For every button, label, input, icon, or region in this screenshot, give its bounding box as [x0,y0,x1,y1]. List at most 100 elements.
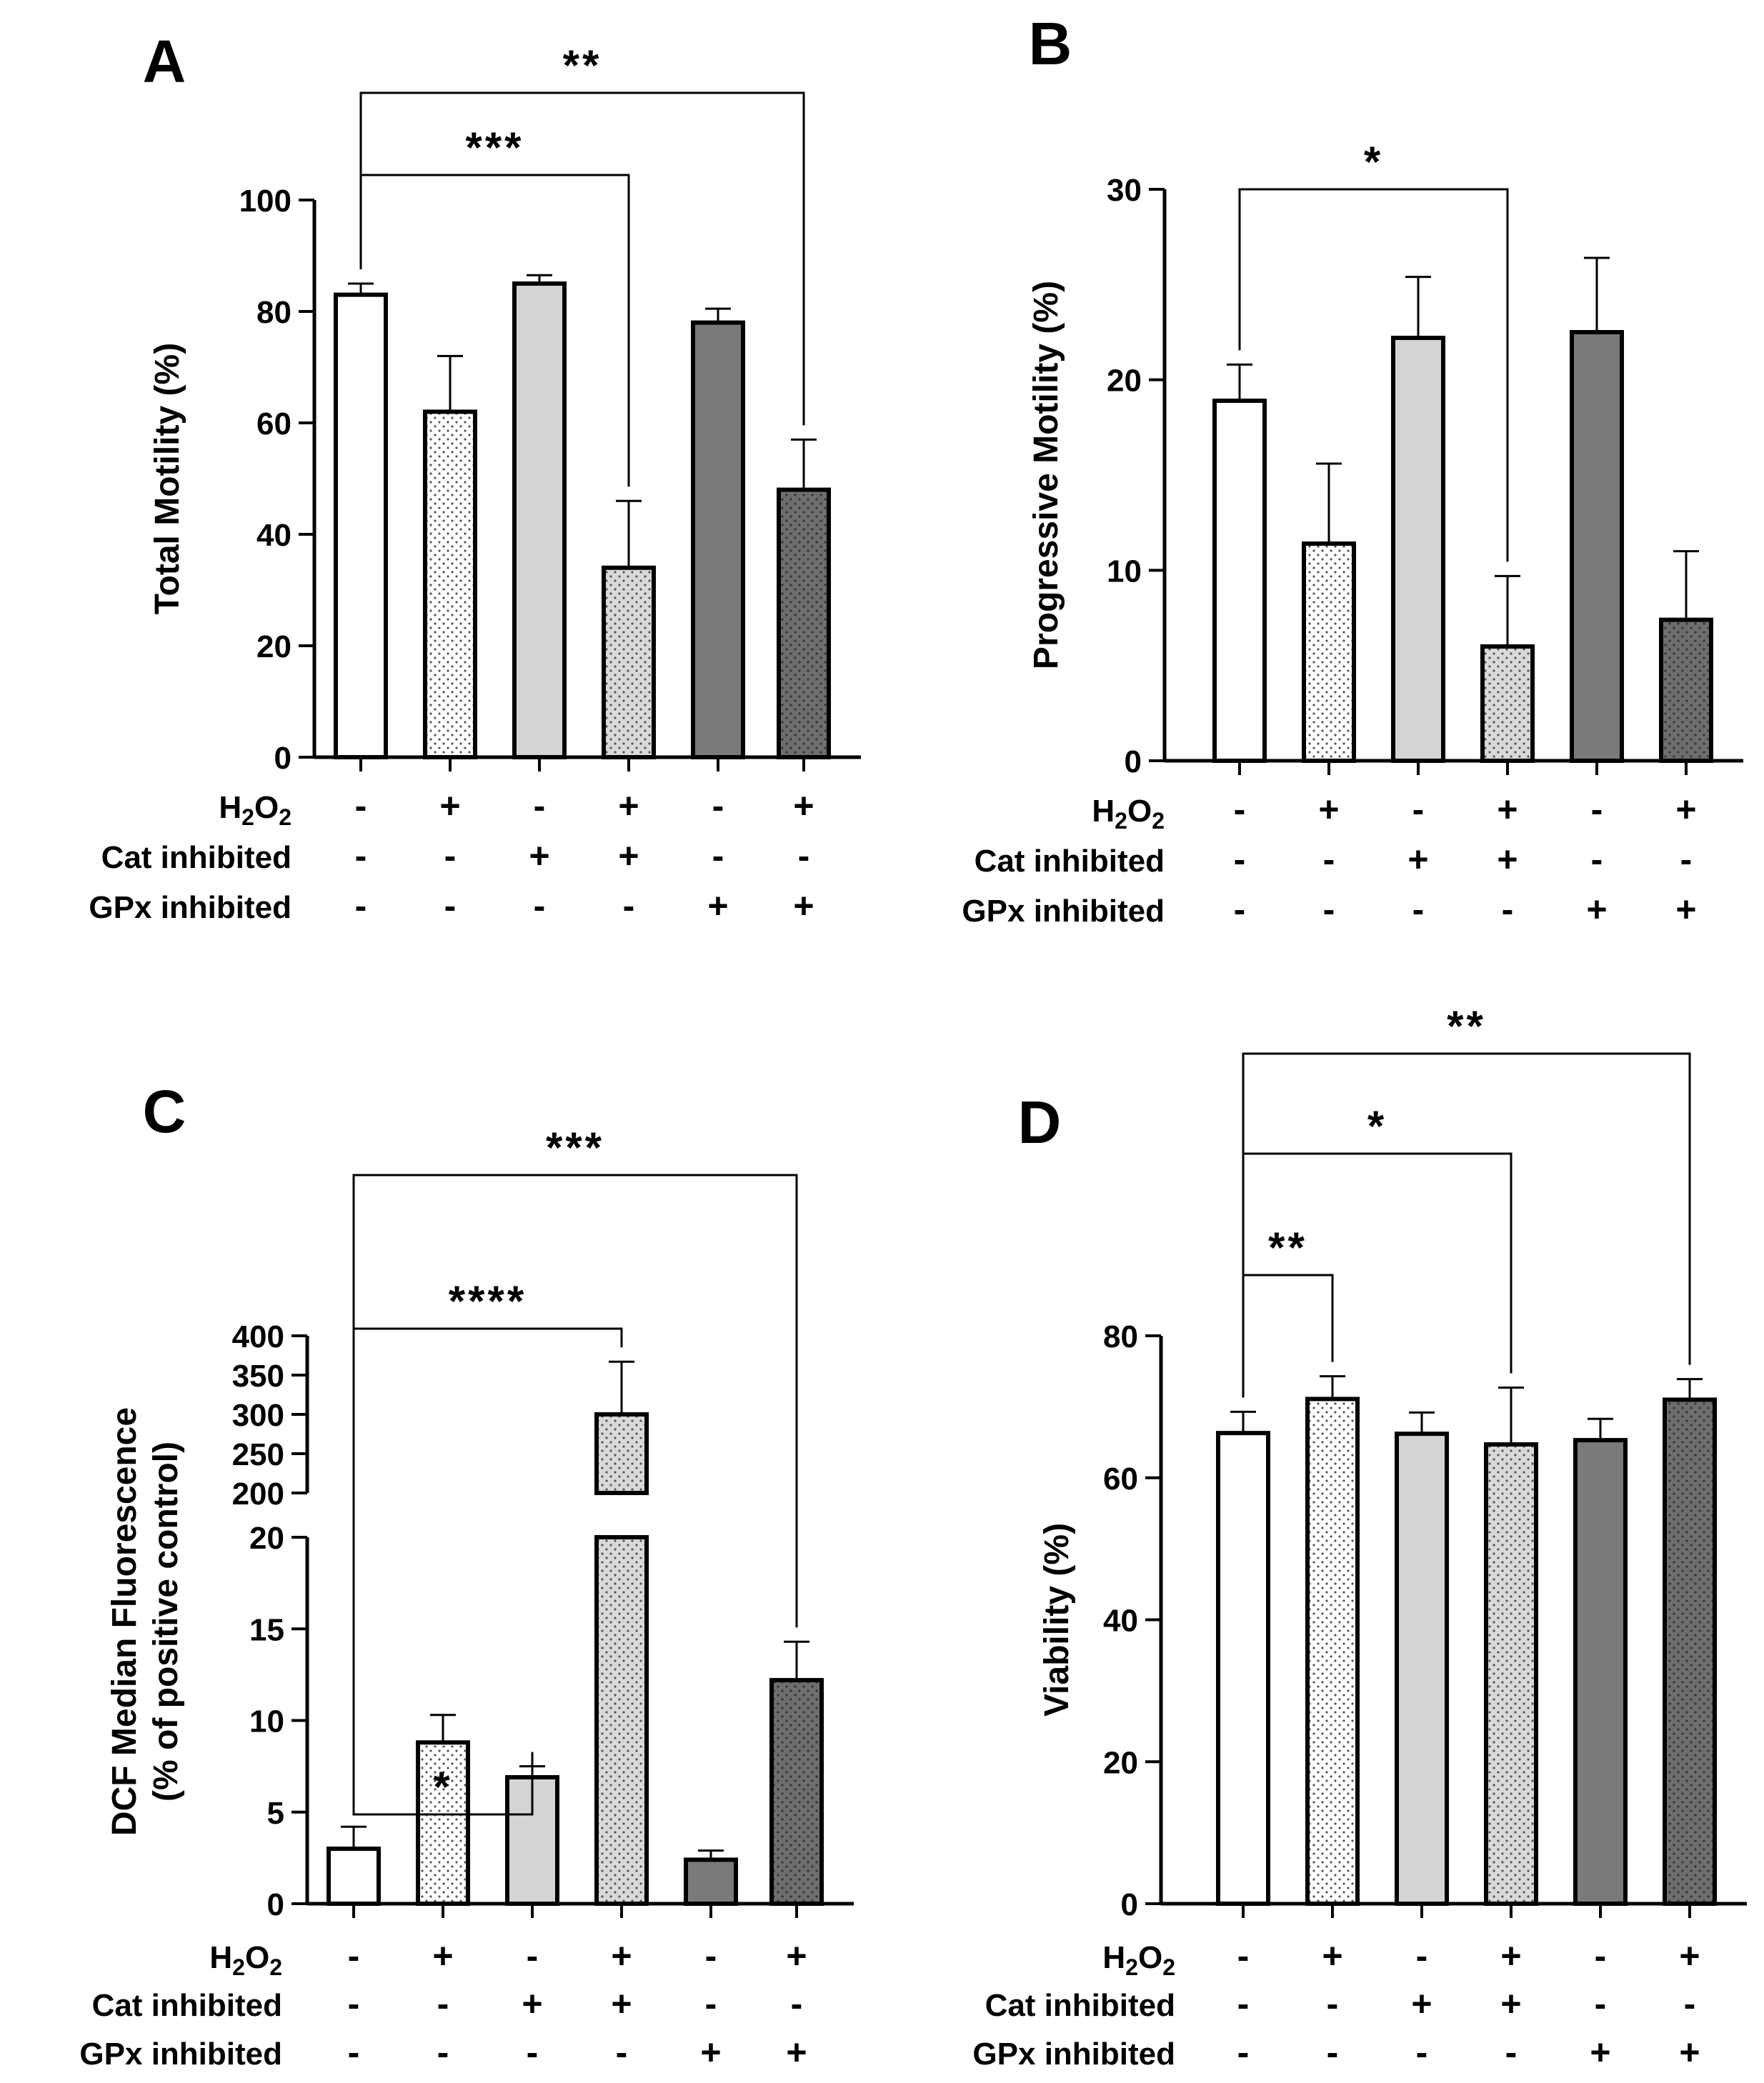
condition-sign: - [1237,1984,1250,2024]
condition-sign: - [348,2032,360,2072]
y-tick-label: 5 [267,1796,284,1831]
condition-sign: + [700,2032,721,2072]
panel-label: C [143,1078,186,1145]
condition-sign: + [611,1984,632,2024]
condition-sign: + [522,1984,542,2024]
y-tick-label: 20 [256,629,291,664]
condition-sign: + [439,786,460,826]
significance-bracket [359,91,805,426]
condition-sign: + [786,2032,807,2072]
condition-sign: - [444,886,457,926]
bar [1480,644,1535,763]
condition-sign: + [529,836,549,876]
bar [777,487,831,759]
row-label-cat: Cat inhibited [985,1988,1175,2023]
bar [769,1678,824,1907]
bar [602,565,656,759]
bar-lower [594,1535,649,1906]
condition-sign: - [712,836,724,876]
condition-sign: - [1595,1936,1607,1976]
y-tick-label: 80 [1103,1319,1138,1354]
condition-sign: + [1497,789,1518,829]
y-axis-label: DCF Median Fluorescence [106,1407,144,1836]
condition-sign: - [1234,889,1246,929]
condition-sign: + [1590,2032,1610,2072]
bar [1395,1432,1449,1906]
y-tick-label: 40 [1103,1604,1138,1639]
y-tick-label: 100 [239,184,291,219]
condition-sign: + [1500,1984,1521,2024]
significance-label: **** [449,1277,527,1325]
bar-upper [594,1412,649,1495]
condition-sign: + [1497,839,1518,879]
row-label-cat: Cat inhibited [975,844,1165,879]
significance-bracket [352,1752,534,1816]
condition-sign: - [355,786,367,826]
condition-sign: - [1323,839,1335,879]
condition-sign: - [534,886,546,926]
row-label-h2o2: H2O2 [209,1940,282,1980]
condition-sign: - [534,786,546,826]
bar [327,1847,381,1907]
bar [416,1740,470,1907]
significance-label: * [1364,138,1383,186]
significance-bracket [359,174,630,487]
y-tick-label: 20 [1103,1745,1138,1780]
condition-sign: + [1679,1936,1700,1976]
bar [1212,399,1267,763]
y-axis-label: Total Motility (%) [149,343,186,614]
significance-bracket [352,1327,623,1813]
bar [423,409,477,760]
bar [1663,1397,1717,1906]
condition-sign: - [1680,839,1693,879]
panel-label: A [143,28,186,95]
bar [684,1857,738,1906]
y-tick-label: 0 [274,741,291,776]
bar [1570,330,1624,763]
row-label-gpx: GPx inhibited [89,890,291,925]
panel-label: B [1029,10,1072,77]
bar [1573,1438,1628,1907]
condition-sign: + [618,786,639,826]
condition-sign: - [705,1936,717,1976]
condition-sign: - [527,1936,539,1976]
y-tick-label: 60 [1103,1462,1138,1497]
y-tick-label: 350 [232,1359,284,1394]
condition-sign: - [623,886,635,926]
row-label-gpx: GPx inhibited [962,894,1165,929]
significance-label: * [1367,1102,1387,1150]
condition-sign: + [1500,1936,1521,1976]
row-label-h2o2: H2O2 [219,790,291,830]
y-tick-label: 60 [256,406,291,441]
condition-sign: + [1679,2032,1700,2072]
significance-label: * [433,1763,452,1811]
y-tick-label: 10 [1107,554,1142,589]
y-tick-label: 20 [1107,364,1142,399]
condition-sign: - [1591,789,1603,829]
bar [1484,1442,1538,1906]
condition-sign: - [1237,1936,1250,1976]
condition-sign: - [1595,1984,1607,2024]
condition-sign: + [1411,1984,1432,2024]
condition-sign: - [1502,889,1514,929]
condition-sign: + [1318,789,1339,829]
condition-sign: - [1234,789,1246,829]
condition-sign: - [798,836,810,876]
y-tick-label: 30 [1107,173,1142,208]
y-tick-label: 10 [249,1704,284,1739]
significance-bracket [1242,1052,1691,1398]
condition-sign: + [786,1936,807,1976]
condition-sign: - [355,836,367,876]
condition-sign: + [793,886,814,926]
condition-sign: + [618,836,639,876]
significance-label: *** [465,124,524,171]
significance-label: *** [546,1124,604,1172]
condition-sign: + [432,1936,453,1976]
condition-sign: + [707,886,728,926]
bar [334,292,388,760]
y-tick-label: 20 [249,1521,284,1556]
condition-sign: - [1327,2032,1339,2072]
condition-sign: + [1586,889,1607,929]
